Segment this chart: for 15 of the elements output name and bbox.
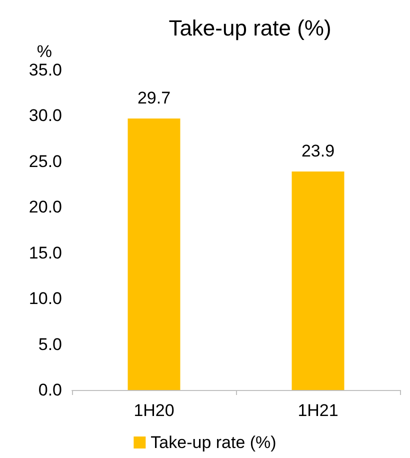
y-tick-label: 30.0 — [28, 106, 62, 126]
data-label: 29.7 — [137, 88, 171, 108]
x-tick-label: 1H20 — [134, 401, 174, 420]
y-tick-label: 15.0 — [28, 243, 62, 262]
y-tick-label: 5.0 — [38, 334, 62, 354]
y-axis-title: % — [36, 42, 52, 61]
y-tick-label: 0.0 — [38, 380, 62, 400]
data-label: 23.9 — [301, 141, 335, 160]
y-tick-label: 35.0 — [28, 60, 62, 80]
y-tick-label: 10.0 — [28, 289, 62, 308]
chart-title: Take-up rate (%) — [168, 16, 332, 40]
y-tick-label: 25.0 — [28, 152, 62, 171]
y-tick-label: 20.0 — [28, 198, 62, 217]
x-tick-label: 1H21 — [298, 401, 338, 420]
legend-label: Take-up rate (%) — [150, 433, 276, 452]
